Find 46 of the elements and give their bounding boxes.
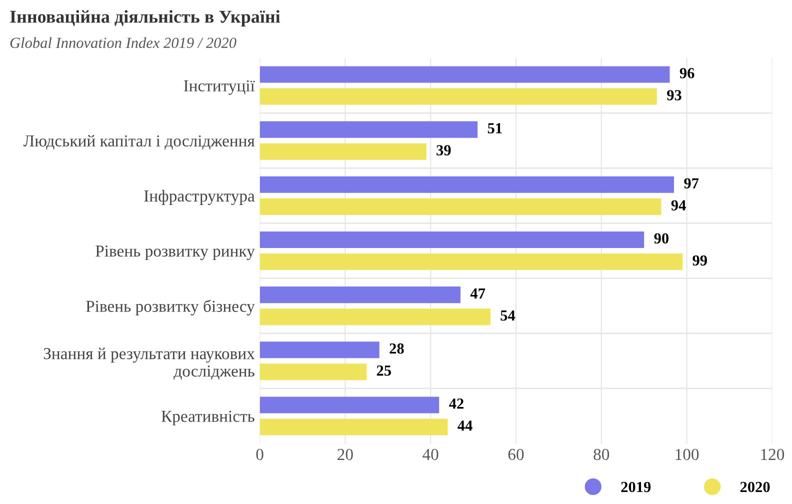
y-tick-label: Креативність xyxy=(161,410,254,426)
y-tick-label: Рівень розвитку бізнесу xyxy=(86,300,255,316)
y-tick-label: Інфраструктура xyxy=(144,190,255,206)
data-label: 96 xyxy=(680,68,694,78)
bar xyxy=(260,176,674,193)
bar xyxy=(260,396,440,414)
x-tick-label: 40 xyxy=(422,448,438,460)
x-tick-label: 60 xyxy=(508,448,524,460)
data-label: 28 xyxy=(390,343,404,354)
y-tick-label: Інституції xyxy=(184,80,255,95)
y-tick-label: Рівень розвитку ринку xyxy=(96,245,255,260)
bar xyxy=(260,418,448,436)
bar xyxy=(260,253,683,270)
x-tick-label: 100 xyxy=(676,448,699,460)
text: Global Innovation Index 2019 / 2020 xyxy=(10,37,236,48)
data-label: 99 xyxy=(692,255,707,266)
data-label: 90 xyxy=(654,233,669,244)
bar xyxy=(260,308,490,326)
data-label: 94 xyxy=(671,200,686,210)
data-label: 54 xyxy=(500,310,516,321)
bar xyxy=(260,143,426,160)
chart-title: Інноваційна діяльність в Україні xyxy=(10,10,280,27)
data-label: 25 xyxy=(376,365,391,376)
y-tick-label: Знання й результати наукових досліджень xyxy=(44,348,255,380)
data-label: 93 xyxy=(667,90,682,100)
legend-label: 2020 xyxy=(740,482,770,492)
bar xyxy=(260,231,644,248)
x-tick-label: 0 xyxy=(256,448,264,460)
data-label: 97 xyxy=(684,178,699,188)
bar xyxy=(260,88,657,105)
data-label: 44 xyxy=(458,420,472,431)
bar xyxy=(260,121,478,138)
x-tick-label: 80 xyxy=(594,448,610,460)
x-tick-label: 20 xyxy=(338,448,353,460)
bar xyxy=(260,198,662,215)
bar xyxy=(260,286,460,304)
bar xyxy=(260,342,380,358)
data-label: 47 xyxy=(470,288,486,298)
x-tick-label: 120 xyxy=(761,448,784,460)
data-label: 51 xyxy=(488,123,502,134)
legend-label: 2019 xyxy=(621,482,651,492)
bar xyxy=(260,66,670,83)
bar xyxy=(260,364,367,380)
data-label: 39 xyxy=(436,145,451,156)
data-label: 42 xyxy=(449,398,464,409)
y-tick-label: Людський капітал і дослідження xyxy=(23,134,255,150)
